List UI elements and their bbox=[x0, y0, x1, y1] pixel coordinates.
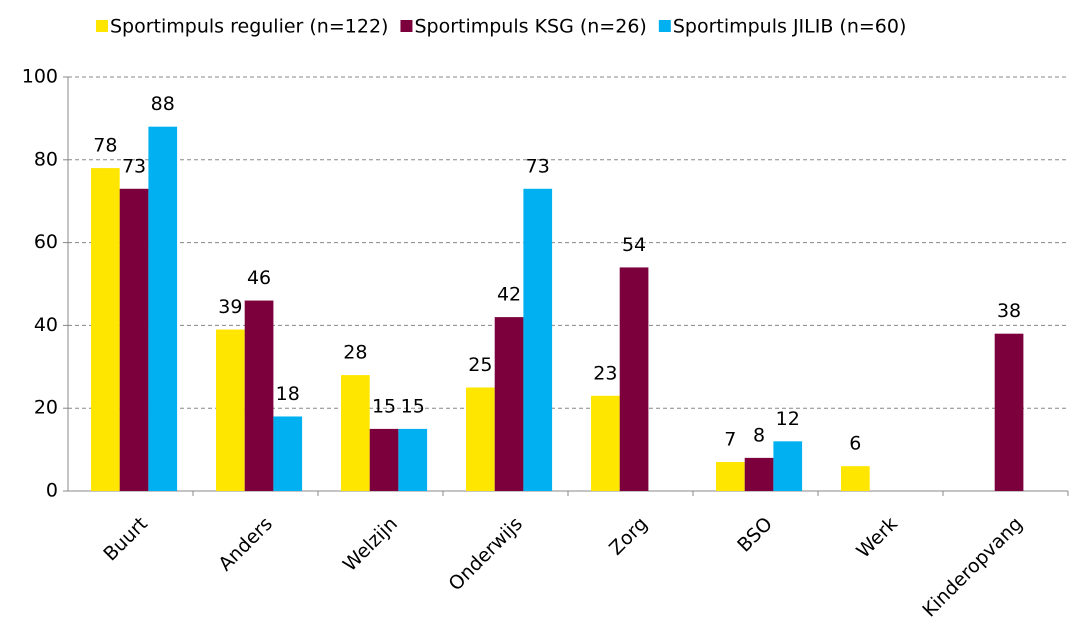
legend-label: Sportimpuls JILIB (n=60) bbox=[673, 16, 907, 38]
bar bbox=[494, 317, 524, 491]
y-tick-label: 80 bbox=[34, 148, 58, 170]
bar bbox=[119, 188, 149, 491]
data-label: 39 bbox=[218, 296, 242, 318]
x-tick-label: Werk bbox=[852, 513, 902, 563]
y-tick-label: 60 bbox=[34, 231, 58, 253]
y-tick-label: 20 bbox=[34, 397, 58, 419]
bar bbox=[773, 441, 803, 491]
data-label: 18 bbox=[276, 383, 300, 405]
bar bbox=[994, 333, 1024, 491]
data-label: 28 bbox=[343, 342, 367, 364]
data-label: 15 bbox=[372, 395, 396, 417]
legend-swatch bbox=[400, 20, 413, 32]
data-label: 54 bbox=[622, 234, 646, 256]
bar bbox=[841, 466, 870, 491]
bar bbox=[216, 329, 245, 491]
data-label: 8 bbox=[753, 424, 765, 446]
bar bbox=[398, 428, 428, 491]
legend-label: Sportimpuls KSG (n=26) bbox=[414, 16, 646, 38]
data-label: 7 bbox=[724, 429, 736, 451]
x-tick-label: Zorg bbox=[605, 513, 652, 560]
bar bbox=[466, 387, 495, 491]
bar bbox=[369, 428, 399, 491]
data-label: 25 bbox=[468, 354, 492, 376]
bar bbox=[341, 375, 370, 491]
y-tick-label: 40 bbox=[34, 314, 58, 336]
x-tick-label: Buurt bbox=[99, 513, 152, 566]
data-label: 6 bbox=[849, 433, 861, 455]
bar bbox=[148, 126, 178, 492]
x-tick-label: Kinderopvang bbox=[918, 513, 1027, 617]
bar bbox=[523, 188, 553, 491]
bar bbox=[591, 395, 620, 491]
x-tick-label: Onderwijs bbox=[445, 513, 527, 595]
data-label: 78 bbox=[93, 135, 117, 157]
y-tick-label: 0 bbox=[46, 480, 58, 502]
data-label: 23 bbox=[593, 362, 617, 384]
legend-swatch bbox=[96, 20, 108, 32]
x-tick-label: BSO bbox=[733, 513, 777, 557]
bar bbox=[619, 267, 649, 491]
data-label: 73 bbox=[122, 155, 146, 177]
legend-label: Sportimpuls regulier (n=122) bbox=[110, 16, 388, 38]
data-label: 46 bbox=[247, 267, 271, 289]
data-label: 42 bbox=[497, 284, 521, 306]
bar bbox=[744, 457, 774, 491]
data-label: 73 bbox=[526, 155, 550, 177]
data-label: 88 bbox=[151, 93, 175, 115]
y-tick-label: 100 bbox=[22, 66, 58, 88]
bar bbox=[716, 462, 745, 491]
bar bbox=[244, 300, 274, 491]
data-label: 38 bbox=[997, 300, 1021, 322]
bar bbox=[91, 168, 120, 491]
x-tick-label: Welzijn bbox=[339, 513, 402, 576]
data-label: 15 bbox=[401, 395, 425, 417]
data-label: 12 bbox=[776, 408, 800, 430]
bar bbox=[273, 416, 303, 491]
x-tick-label: Anders bbox=[214, 513, 277, 576]
legend-swatch bbox=[658, 20, 671, 32]
